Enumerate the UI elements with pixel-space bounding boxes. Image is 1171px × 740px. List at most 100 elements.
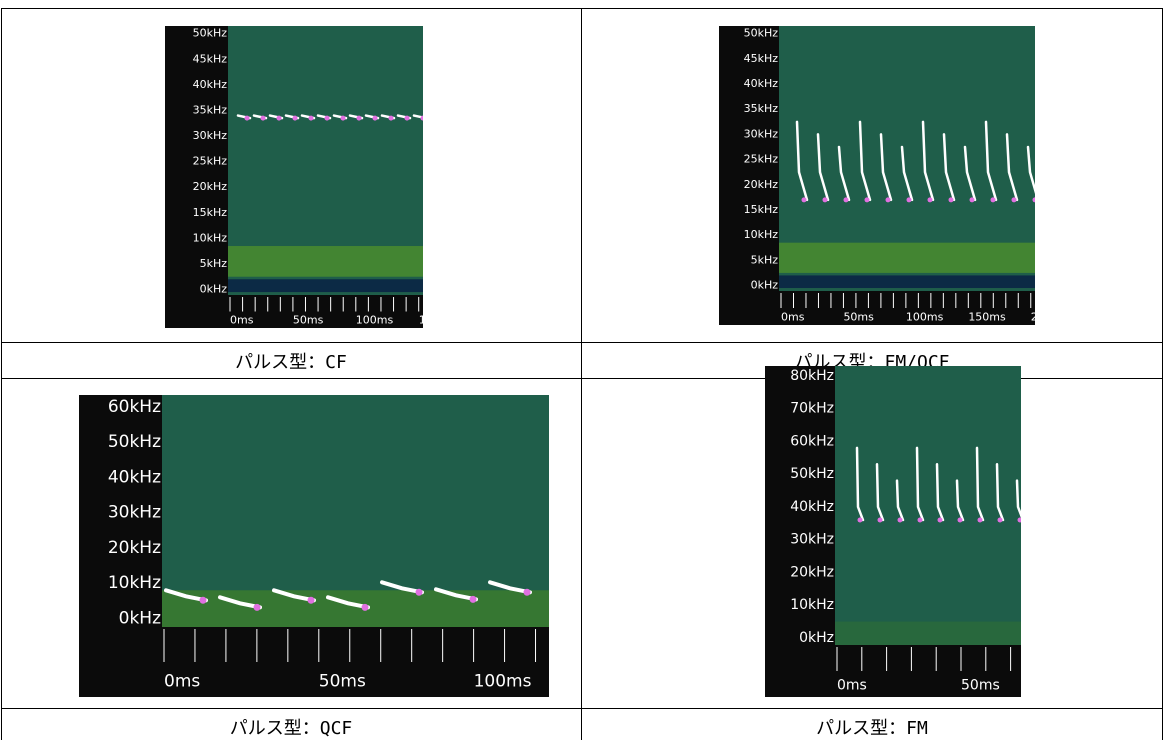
y-axis-label: 30kHz xyxy=(193,129,228,142)
call-peak xyxy=(877,517,883,523)
call-peak xyxy=(822,197,828,203)
y-axis-label: 50kHz xyxy=(790,466,834,482)
call-trace xyxy=(975,446,985,522)
call-trace xyxy=(942,133,956,202)
x-axis-label: 50ms xyxy=(843,311,874,324)
call-peak xyxy=(864,197,870,203)
caption: パルス型：CF xyxy=(235,352,347,373)
x-axis-label: 0ms xyxy=(837,678,867,694)
y-axis-label: 30kHz xyxy=(790,532,834,548)
y-axis-label: 40kHz xyxy=(108,467,161,487)
x-axis-label: 100ms xyxy=(474,672,532,692)
y-axis-label: 40kHz xyxy=(790,499,834,515)
call-peak xyxy=(415,588,423,596)
y-axis-label: 25kHz xyxy=(744,153,779,166)
call-peak xyxy=(523,588,531,596)
call-trace xyxy=(272,588,316,603)
call-trace xyxy=(434,587,478,602)
energy-band xyxy=(162,590,549,627)
call-trace xyxy=(380,580,424,595)
call-peak xyxy=(260,115,266,121)
y-axis-label: 0kHz xyxy=(751,279,779,292)
y-axis-label: 10kHz xyxy=(108,573,161,593)
call-peak xyxy=(997,517,1003,523)
call-peak xyxy=(388,115,394,121)
x-axis-label: 100ms xyxy=(356,314,394,327)
call-peak xyxy=(307,596,315,604)
y-axis-label: 25kHz xyxy=(193,155,228,168)
y-axis-label: 70kHz xyxy=(790,401,834,417)
y-axis-label: 30kHz xyxy=(108,503,161,523)
spectrogram: 50kHz45kHz40kHz35kHz30kHz25kHz20kHz15kHz… xyxy=(719,26,1035,325)
y-axis-label: 5kHz xyxy=(200,257,228,270)
call-trace xyxy=(795,120,809,202)
call-peak xyxy=(857,517,863,523)
y-axis-label: 10kHz xyxy=(193,231,228,244)
call-trace xyxy=(935,463,945,522)
y-axis-label: 20kHz xyxy=(790,564,834,580)
call-trace xyxy=(900,145,914,202)
call-peak xyxy=(1032,197,1035,203)
y-axis-label: 45kHz xyxy=(193,52,228,65)
spectrogram: 80kHz 70kHz 60kHz 50kHz 40kHz 30kHz 20kHz 10kHz… xyxy=(765,366,1021,697)
call-peak xyxy=(1011,197,1017,203)
call-peak xyxy=(340,115,346,121)
call-peak xyxy=(801,197,807,203)
call-trace xyxy=(963,145,977,202)
spectrogram: 50kHz45kHz40kHz35kHz30kHz25kHz20kHz15kHz… xyxy=(165,26,423,328)
call-trace xyxy=(164,588,208,603)
y-axis-label: 5kHz xyxy=(751,253,779,266)
y-axis-label: 60kHz xyxy=(790,433,834,449)
y-axis-label: 40kHz xyxy=(744,77,779,90)
y-axis-label: 20kHz xyxy=(193,180,228,193)
call-peak xyxy=(843,197,849,203)
call-peak xyxy=(324,115,330,121)
call-trace xyxy=(921,120,935,202)
call-peak xyxy=(927,197,933,203)
call-trace xyxy=(995,463,1005,522)
y-axis-label: 0kHz xyxy=(119,609,161,629)
call-trace xyxy=(915,446,925,522)
call-peak xyxy=(990,197,996,203)
y-axis-label: 20kHz xyxy=(744,178,779,191)
call-trace xyxy=(875,463,885,522)
x-axis-label: 50ms xyxy=(319,672,366,692)
energy-band xyxy=(779,275,1035,289)
x-axis-label: 0ms xyxy=(781,311,805,324)
call-trace xyxy=(488,580,532,595)
y-axis-label: 10kHz xyxy=(790,597,834,613)
caption: パルス型：QCF xyxy=(229,718,353,739)
plot-area xyxy=(162,395,549,627)
call-trace xyxy=(326,595,370,610)
call-peak xyxy=(372,115,378,121)
call-peak xyxy=(885,197,891,203)
call-peak xyxy=(308,115,314,121)
call-peak xyxy=(957,517,963,523)
call-peak xyxy=(420,115,423,121)
call-peak xyxy=(244,115,250,121)
x-axis-label: 50ms xyxy=(293,314,324,327)
energy-band xyxy=(228,246,423,277)
y-axis-label: 50kHz xyxy=(108,432,161,452)
y-axis-label: 40kHz xyxy=(193,78,228,91)
call-trace xyxy=(895,479,905,522)
y-axis-label: 15kHz xyxy=(193,206,228,219)
call-peak xyxy=(897,517,903,523)
y-axis-label: 0kHz xyxy=(200,283,228,296)
call-trace xyxy=(984,120,998,202)
x-axis-label: 20 xyxy=(1031,311,1035,324)
call-peak xyxy=(361,603,369,611)
energy-band xyxy=(835,621,1021,645)
call-peak xyxy=(977,517,983,523)
call-peak xyxy=(917,517,923,523)
x-axis-label: 50ms xyxy=(961,678,1000,694)
y-axis-label: 45kHz xyxy=(744,52,779,65)
caption: パルス型：FM xyxy=(816,718,928,739)
call-peak xyxy=(356,115,362,121)
energy-band xyxy=(779,242,1035,273)
plot-area xyxy=(835,366,1021,645)
spectrogram: 60kHz 50kHz 40kHz 30kHz 20kHz 10kHz 0kHz 0ms 50m… xyxy=(79,395,549,697)
y-axis-label: 35kHz xyxy=(744,102,779,115)
call-peak xyxy=(292,115,298,121)
